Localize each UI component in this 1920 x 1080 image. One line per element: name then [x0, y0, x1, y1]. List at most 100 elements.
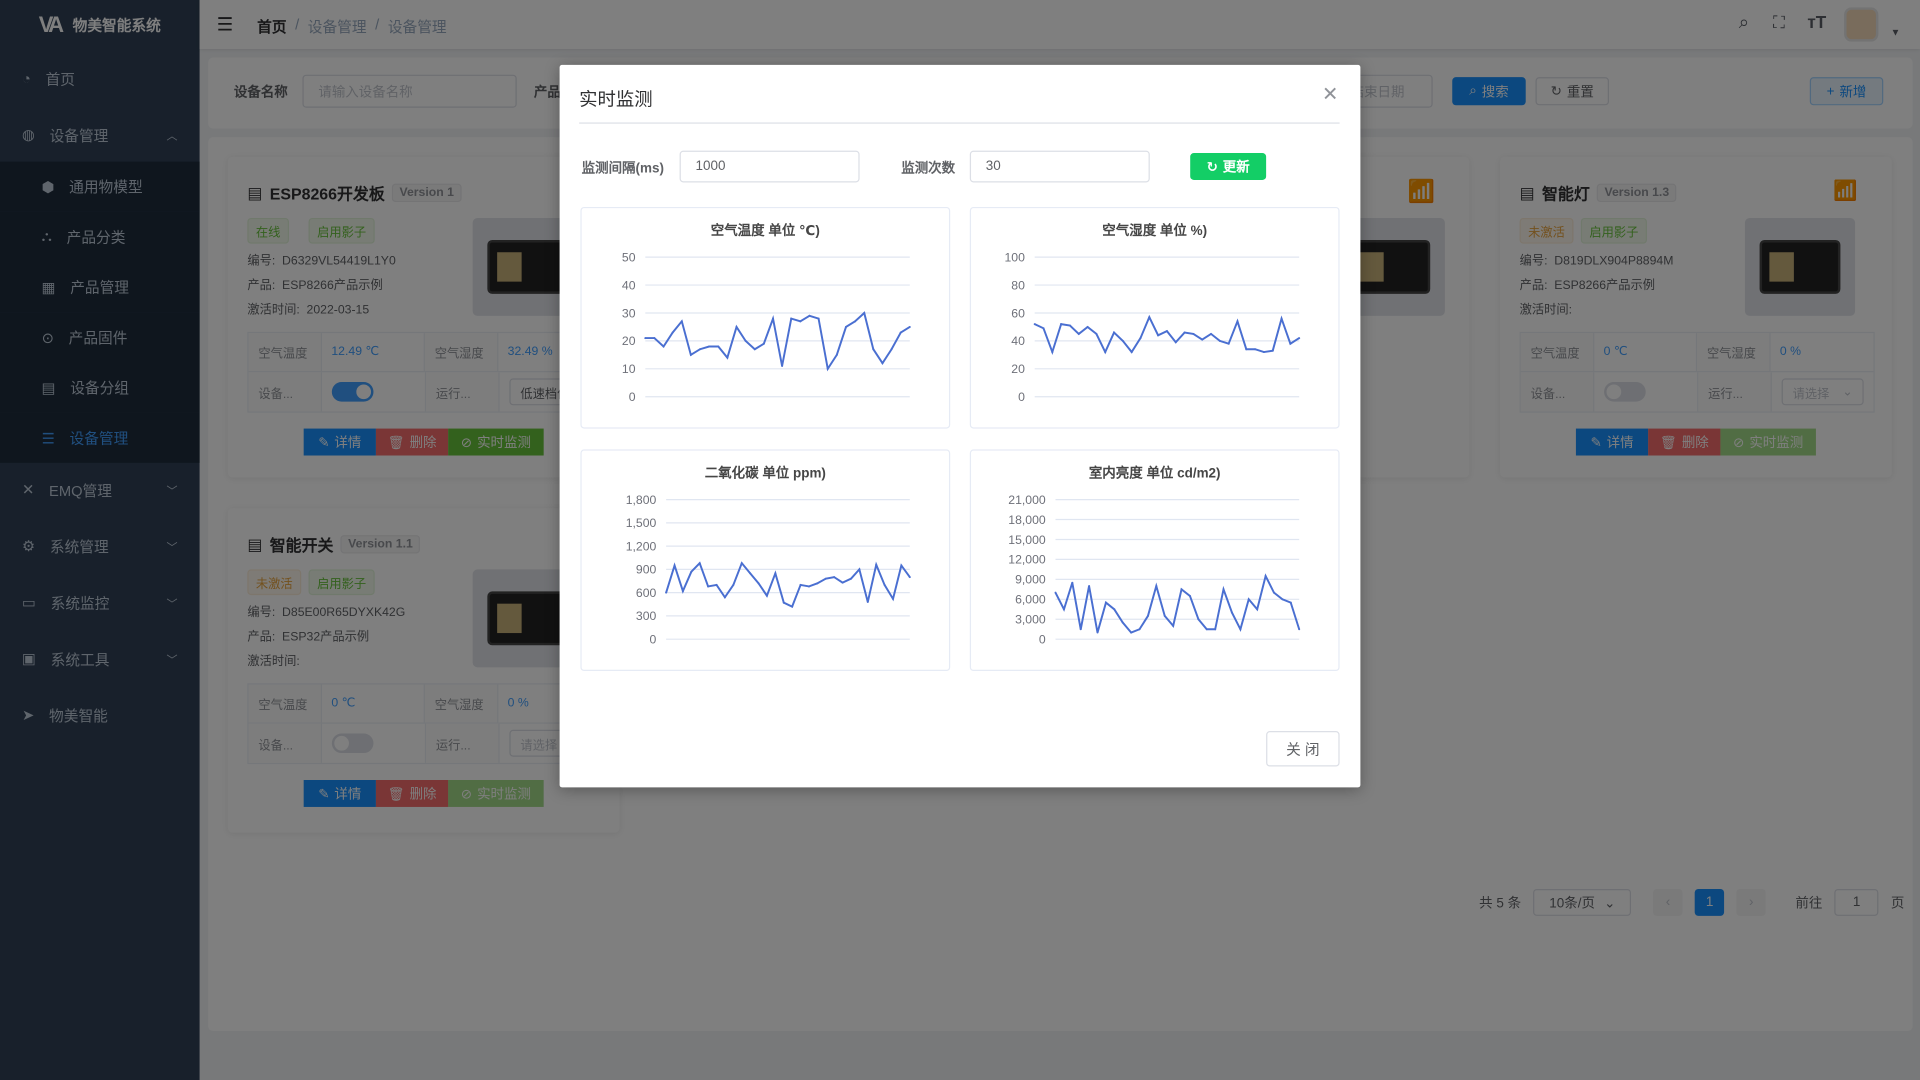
data-point [790, 317, 793, 320]
interval-label: 监测间隔(ms) [581, 161, 664, 177]
series-line [1034, 314, 1300, 356]
data-point [1188, 594, 1191, 597]
data-point [1155, 585, 1158, 587]
data-point [1271, 349, 1274, 352]
y-tick-label: 10 [622, 362, 636, 376]
data-point [1289, 601, 1292, 604]
data-point [1262, 351, 1265, 354]
interval-input[interactable]: 1000 [679, 150, 860, 183]
data-point [808, 314, 811, 317]
data-point [835, 353, 838, 356]
chart-humidity: 空气湿度 单位 %) 0 20 40 60 80 100 [969, 206, 1340, 429]
data-point [1042, 327, 1045, 330]
data-point [900, 564, 903, 567]
data-point [1104, 601, 1107, 604]
data-point [1236, 320, 1239, 323]
data-point [1247, 598, 1250, 601]
data-point [1054, 591, 1057, 594]
value: 30 [985, 159, 1001, 174]
y-tick-label: 1,200 [626, 539, 657, 553]
count-input[interactable]: 30 [969, 150, 1150, 183]
y-tick-label: 21,000 [1008, 493, 1046, 507]
data-point [1298, 628, 1301, 631]
data-point [1121, 339, 1124, 342]
data-point [1148, 316, 1151, 319]
divider [579, 122, 1340, 124]
dialog-title: 实时监测 [579, 89, 653, 111]
data-point [708, 345, 711, 348]
y-tick-label: 40 [1011, 334, 1025, 348]
chart-svg: 0 3,000 6,000 9,000 12,000 15,000 18,000 21,000 [1008, 493, 1301, 646]
data-point [833, 576, 836, 579]
data-point [1218, 339, 1221, 342]
data-point [1060, 323, 1063, 326]
data-point [781, 365, 784, 368]
data-point [765, 594, 768, 597]
data-point [1289, 342, 1292, 345]
data-point [1121, 621, 1124, 624]
data-point [1256, 608, 1259, 611]
data-point [1079, 628, 1082, 631]
data-point [899, 331, 902, 334]
data-point [753, 348, 756, 351]
data-point [772, 317, 774, 320]
data-point [817, 317, 820, 320]
chart-svg: 0 300 600 900 1,200 1,500 1,800 [626, 493, 911, 646]
data-point [844, 325, 847, 328]
data-point [1138, 628, 1141, 631]
chart-co2: 二氧化碳 单位 ppm) 0 300 600 900 1,200 1,500 1,800 [580, 449, 951, 672]
data-point [1104, 351, 1107, 354]
data-point [816, 582, 819, 585]
data-point [1051, 351, 1054, 354]
data-point [665, 591, 668, 594]
data-point [1174, 341, 1177, 344]
data-point [671, 331, 674, 334]
data-point [1086, 325, 1089, 328]
y-tick-label: 900 [636, 563, 657, 577]
data-point [1163, 614, 1166, 617]
close-button[interactable]: 关 闭 [1266, 731, 1340, 767]
data-point [849, 577, 852, 580]
series-line [645, 311, 911, 372]
data-point [1245, 348, 1248, 351]
refresh-icon: ↻ [1206, 159, 1218, 175]
data-point [726, 356, 729, 359]
chart-temperature: 空气温度 单位 ℃) 0 10 20 30 40 50 [580, 206, 951, 429]
data-point [762, 342, 765, 345]
label: 关 闭 [1286, 740, 1320, 758]
data-point [1088, 585, 1091, 587]
data-point [757, 582, 760, 585]
y-tick-label: 100 [1004, 250, 1025, 264]
data-point [699, 348, 702, 351]
data-point [841, 581, 844, 584]
y-tick-label: 3,000 [1015, 613, 1046, 627]
data-point [1146, 614, 1149, 617]
y-tick-label: 20 [622, 334, 636, 348]
data-point [644, 337, 647, 340]
data-point [826, 367, 829, 370]
y-tick-label: 30 [622, 306, 636, 320]
y-tick-label: 0 [629, 390, 636, 404]
data-point [1096, 631, 1099, 634]
data-point [744, 339, 747, 342]
data-point [1130, 351, 1133, 354]
data-point [1157, 334, 1160, 337]
refresh-button[interactable]: ↻ 更新 [1190, 153, 1267, 181]
y-tick-label: 0 [650, 632, 657, 646]
close-icon[interactable]: ✕ [1321, 84, 1339, 106]
data-point [1205, 628, 1208, 631]
y-tick-label: 50 [622, 250, 636, 264]
count-label: 监测次数 [901, 161, 956, 177]
chart-svg: 0 10 20 30 40 50 [622, 250, 911, 404]
data-point [1214, 628, 1217, 631]
data-point [1077, 332, 1080, 335]
y-tick-label: 0 [1018, 390, 1025, 404]
data-point [824, 577, 827, 580]
data-point [723, 596, 726, 599]
data-point [1197, 618, 1200, 621]
chart-title: 二氧化碳 单位 ppm) [704, 466, 826, 482]
data-point [799, 583, 802, 586]
data-point [1192, 332, 1195, 335]
data-point [799, 320, 802, 323]
y-tick-label: 1,500 [626, 516, 657, 530]
